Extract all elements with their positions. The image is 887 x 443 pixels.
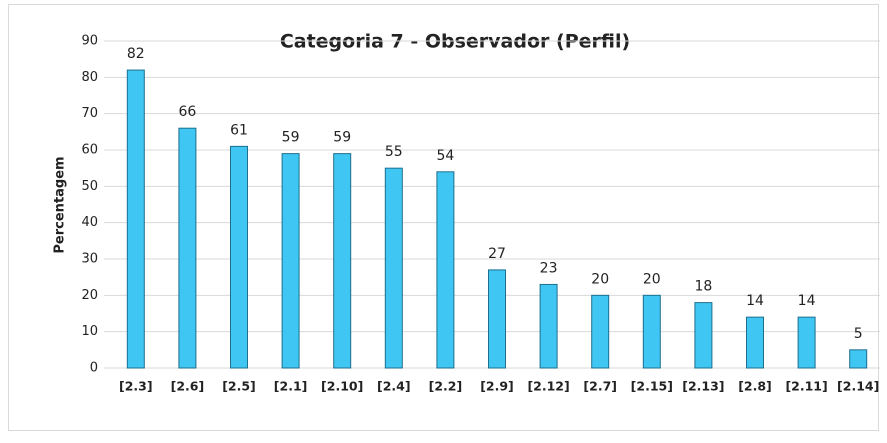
bar bbox=[746, 316, 764, 369]
bar bbox=[436, 171, 455, 369]
data-label: 27 bbox=[488, 246, 506, 262]
x-tick-label: [2.5] bbox=[222, 379, 256, 394]
x-tick-label: [2.15] bbox=[631, 379, 673, 394]
x-tick-label: [2.9] bbox=[480, 379, 514, 394]
y-tick-label: 90 bbox=[81, 34, 98, 49]
x-tick-label: [2.13] bbox=[682, 379, 724, 394]
bar bbox=[178, 127, 197, 369]
data-label: 5 bbox=[854, 326, 863, 342]
data-label: 20 bbox=[591, 271, 609, 287]
bar bbox=[539, 283, 558, 369]
bar bbox=[849, 349, 868, 369]
x-tick-label: [2.11] bbox=[785, 379, 827, 394]
y-tick-label: 50 bbox=[81, 179, 98, 194]
y-tick-label: 0 bbox=[90, 361, 98, 376]
data-label: 55 bbox=[385, 144, 403, 160]
data-label: 59 bbox=[333, 130, 351, 146]
x-tick-label: [2.8] bbox=[738, 379, 772, 394]
y-tick-label: 70 bbox=[81, 106, 98, 121]
bar bbox=[281, 153, 300, 369]
x-tick-label: [2.1] bbox=[274, 379, 308, 394]
x-tick-label: [2.4] bbox=[377, 379, 411, 394]
y-tick-label: 60 bbox=[81, 143, 98, 158]
x-tick-label: [2.10] bbox=[321, 379, 363, 394]
y-tick-label: 80 bbox=[81, 70, 98, 85]
bar bbox=[488, 269, 506, 369]
data-label: 59 bbox=[282, 130, 300, 146]
y-tick-label: 30 bbox=[81, 252, 98, 267]
data-label: 54 bbox=[436, 148, 454, 164]
x-tick-label: [2.6] bbox=[171, 379, 205, 394]
bar bbox=[384, 167, 403, 369]
x-tick-label: [2.14] bbox=[837, 379, 879, 394]
bar bbox=[591, 294, 610, 369]
y-tick-label: 20 bbox=[81, 288, 98, 303]
x-tick-label: [2.3] bbox=[119, 379, 153, 394]
bar bbox=[797, 316, 816, 369]
bar bbox=[333, 153, 352, 369]
data-label: 23 bbox=[540, 260, 558, 276]
bar bbox=[694, 302, 713, 369]
data-label: 61 bbox=[230, 122, 248, 138]
y-axis-label: Percentagem bbox=[53, 156, 68, 253]
data-label: 14 bbox=[746, 293, 764, 309]
y-tick-label: 10 bbox=[81, 324, 98, 339]
y-tick-label: 40 bbox=[81, 215, 98, 230]
bar bbox=[230, 145, 248, 369]
bar bbox=[642, 294, 661, 369]
x-tick-label: [2.2] bbox=[429, 379, 463, 394]
data-label: 82 bbox=[127, 46, 145, 62]
x-tick-label: [2.7] bbox=[583, 379, 617, 394]
data-label: 18 bbox=[694, 279, 712, 295]
data-label: 20 bbox=[643, 271, 661, 287]
data-label: 14 bbox=[798, 293, 816, 309]
data-label: 66 bbox=[178, 104, 196, 120]
x-tick-label: [2.12] bbox=[527, 379, 569, 394]
bar bbox=[126, 69, 145, 369]
